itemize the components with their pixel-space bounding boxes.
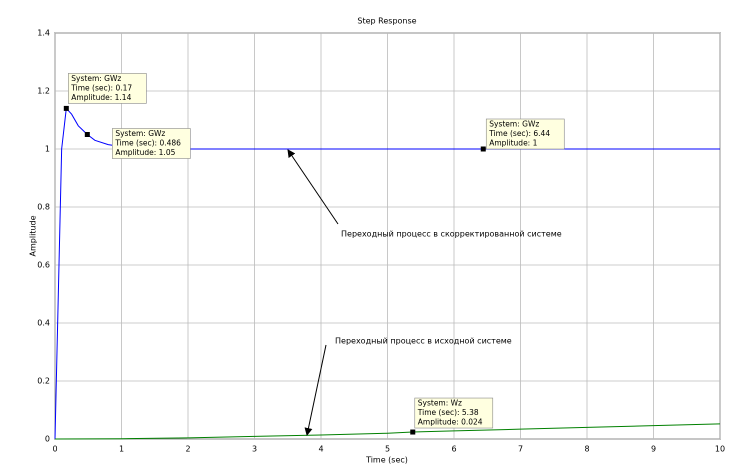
x-tick-label: 7 bbox=[518, 445, 523, 454]
y-tick-label: 0.6 bbox=[37, 261, 50, 270]
datatip-text: System: GWz bbox=[489, 120, 539, 129]
y-axis-label: Amplitude bbox=[29, 215, 38, 256]
datatip-box bbox=[112, 128, 191, 159]
datatip-text: Time (sec): 5.38 bbox=[417, 408, 479, 417]
y-tick-label: 0.8 bbox=[37, 203, 50, 212]
series-line bbox=[54, 423, 721, 440]
x-tick-label: 10 bbox=[715, 445, 725, 454]
datatip-text: System: GWz bbox=[115, 129, 165, 138]
datatip-marker bbox=[410, 429, 416, 435]
x-tick-label: 3 bbox=[252, 445, 257, 454]
x-tick-label: 9 bbox=[651, 445, 656, 454]
datatip-text: Amplitude: 1.05 bbox=[115, 148, 175, 157]
datatip-text: Time (sec): 0.17 bbox=[70, 83, 132, 92]
arrow bbox=[287, 149, 339, 225]
x-tick-label: 2 bbox=[185, 445, 190, 454]
datatip-text: Time (sec): 6.44 bbox=[488, 129, 550, 138]
y-tick-label: 0.2 bbox=[37, 377, 50, 386]
datatip-text: Amplitude: 0.024 bbox=[418, 418, 483, 427]
chart-title: Step Response bbox=[357, 17, 416, 26]
x-axis-label: Time (sec) bbox=[365, 456, 408, 465]
datatip-box bbox=[68, 73, 147, 104]
y-tick-label: 1.2 bbox=[37, 87, 50, 96]
annotation: Переходный процесс в исходной системе bbox=[335, 337, 512, 346]
datatip-box bbox=[414, 397, 494, 429]
arrow bbox=[304, 344, 327, 436]
x-tick-label: 4 bbox=[318, 445, 323, 454]
datatip-text: System: Wz bbox=[418, 399, 462, 408]
datatip-marker bbox=[63, 105, 69, 111]
datatip-marker bbox=[480, 146, 486, 152]
x-tick-label: 0 bbox=[52, 445, 57, 454]
y-tick-label: 1.4 bbox=[37, 29, 50, 38]
x-tick-label: 5 bbox=[385, 445, 390, 454]
y-tick-label: 0 bbox=[45, 435, 50, 444]
datatip-text: System: GWz bbox=[71, 74, 121, 83]
x-tick-label: 6 bbox=[451, 445, 456, 454]
x-tick-label: 8 bbox=[584, 445, 589, 454]
datatip-marker bbox=[84, 132, 90, 137]
datatip-text: Amplitude: 1.14 bbox=[71, 93, 131, 102]
y-tick-label: 1 bbox=[45, 145, 50, 154]
datatip-text: Time (sec): 0.486 bbox=[114, 139, 181, 148]
annotation: Переходный процесс в скорректированной с… bbox=[341, 230, 562, 239]
datatip-text: Amplitude: 1 bbox=[489, 139, 537, 148]
y-tick-label: 0.4 bbox=[37, 319, 50, 328]
x-tick-label: 1 bbox=[119, 445, 124, 454]
datatip-box bbox=[485, 118, 565, 150]
